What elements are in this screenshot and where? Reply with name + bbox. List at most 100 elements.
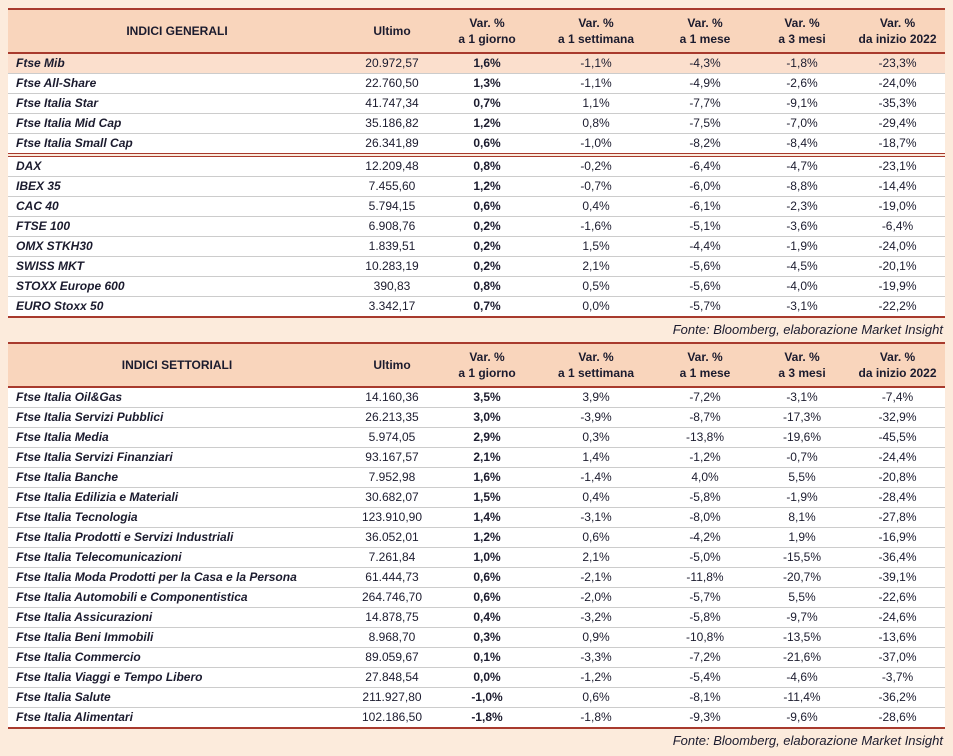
var-value: 3,9% xyxy=(536,387,656,408)
index-name: CAC 40 xyxy=(8,196,346,217)
index-name: Ftse Italia Servizi Finanziari xyxy=(8,447,346,468)
var-value: -2,3% xyxy=(754,196,850,217)
var-value: -4,2% xyxy=(656,527,754,548)
var-value: -13,6% xyxy=(850,627,945,648)
var-value: -22,2% xyxy=(850,296,945,318)
ultimo-value: 27.848,54 xyxy=(346,667,438,688)
table-row: Ftse Italia Alimentari 102.186,50 -1,8% -1,… xyxy=(8,707,945,729)
var-value: 0,3% xyxy=(536,427,656,448)
ultimo-value: 14.160,36 xyxy=(346,387,438,408)
table-title: INDICI GENERALI xyxy=(8,9,346,54)
ultimo-value: 20.972,57 xyxy=(346,53,438,74)
var-value: 1,2% xyxy=(438,113,536,134)
table-row: STOXX Europe 600 390,83 0,8% 0,5% -5,6% -4,0%… xyxy=(8,276,945,297)
var-value: 3,5% xyxy=(438,387,536,408)
var-value: -2,6% xyxy=(754,73,850,94)
var-value: -1,9% xyxy=(754,487,850,508)
ultimo-value: 7.261,84 xyxy=(346,547,438,568)
var-value: 0,6% xyxy=(438,567,536,588)
var-value: -22,6% xyxy=(850,587,945,608)
var-value: -20,1% xyxy=(850,256,945,277)
column-header-var: Var. % a 1 mese xyxy=(656,9,754,54)
var-value: 1,3% xyxy=(438,73,536,94)
index-name: Ftse Italia Automobili e Componentistica xyxy=(8,587,346,608)
var-value: 0,8% xyxy=(536,113,656,134)
ultimo-value: 93.167,57 xyxy=(346,447,438,468)
var-value: -3,1% xyxy=(536,507,656,528)
var-value: 1,9% xyxy=(754,527,850,548)
var-value: -3,1% xyxy=(754,296,850,318)
var-value: 2,1% xyxy=(438,447,536,468)
var-value: -5,7% xyxy=(656,296,754,318)
var-value: 0,7% xyxy=(438,296,536,318)
sector-indices-table: INDICI SETTORIALI Ultimo Var. % a 1 giorno… xyxy=(8,342,945,729)
index-name: DAX xyxy=(8,153,346,177)
var-value: -8,1% xyxy=(656,687,754,708)
table-row: Ftse Italia Automobili e Componentistica… xyxy=(8,587,945,608)
var-value: -10,8% xyxy=(656,627,754,648)
var-value: 0,6% xyxy=(438,196,536,217)
var-value: -16,9% xyxy=(850,527,945,548)
var-value: -5,6% xyxy=(656,256,754,277)
column-header-var: Var. % da inizio 2022 xyxy=(850,9,945,54)
var-value: -1,8% xyxy=(438,707,536,729)
table-title: INDICI SETTORIALI xyxy=(8,343,346,388)
var-value: 0,6% xyxy=(438,587,536,608)
var-value: -4,7% xyxy=(754,153,850,177)
var-value: 8,1% xyxy=(754,507,850,528)
column-header-var: Var. % a 1 mese xyxy=(656,343,754,388)
var-value: 2,1% xyxy=(536,547,656,568)
var-value: -9,6% xyxy=(754,707,850,729)
var-value: 0,8% xyxy=(438,276,536,297)
column-header-var: Var. % a 1 settimana xyxy=(536,9,656,54)
var-value: -24,0% xyxy=(850,73,945,94)
var-value: 2,9% xyxy=(438,427,536,448)
general-indices-table: INDICI GENERALI Ultimo Var. % a 1 giorno Va… xyxy=(8,8,945,318)
header-row: INDICI GENERALI Ultimo Var. % a 1 giorno Va… xyxy=(8,9,945,54)
var-value: -8,7% xyxy=(656,407,754,428)
var-value: -4,9% xyxy=(656,73,754,94)
var-value: -37,0% xyxy=(850,647,945,668)
table-row: Ftse Italia Moda Prodotti per la Casa e … xyxy=(8,567,945,588)
ultimo-value: 36.052,01 xyxy=(346,527,438,548)
column-header-var: Var. % a 1 settimana xyxy=(536,343,656,388)
table-row: DAX 12.209,48 0,8% -0,2% -6,4% -4,7% -23,1% xyxy=(8,153,945,177)
var-value: 5,5% xyxy=(754,587,850,608)
ultimo-value: 3.342,17 xyxy=(346,296,438,318)
table-row: IBEX 35 7.455,60 1,2% -0,7% -6,0% -8,8% -14,4% xyxy=(8,176,945,197)
var-value: 0,2% xyxy=(438,236,536,257)
var-value: 1,2% xyxy=(438,527,536,548)
var-value: 0,5% xyxy=(536,276,656,297)
var-value: 1,0% xyxy=(438,547,536,568)
var-value: -39,1% xyxy=(850,567,945,588)
var-value: -1,0% xyxy=(438,687,536,708)
table-row: Ftse Italia Star 41.747,34 0,7% 1,1% -7,7% -9… xyxy=(8,93,945,114)
var-value: -11,4% xyxy=(754,687,850,708)
index-name: Ftse Italia Media xyxy=(8,427,346,448)
var-value: 0,0% xyxy=(438,667,536,688)
var-value: -19,6% xyxy=(754,427,850,448)
var-value: -5,6% xyxy=(656,276,754,297)
var-value: -1,8% xyxy=(754,53,850,74)
var-value: -6,0% xyxy=(656,176,754,197)
ultimo-value: 7.455,60 xyxy=(346,176,438,197)
ultimo-value: 390,83 xyxy=(346,276,438,297)
var-value: 1,5% xyxy=(438,487,536,508)
var-value: -27,8% xyxy=(850,507,945,528)
index-name: Ftse Italia Salute xyxy=(8,687,346,708)
var-value: -24,4% xyxy=(850,447,945,468)
column-header-var: Var. % a 1 giorno xyxy=(438,9,536,54)
ultimo-value: 5.974,05 xyxy=(346,427,438,448)
ultimo-value: 7.952,98 xyxy=(346,467,438,488)
var-value: -8,0% xyxy=(656,507,754,528)
var-value: 0,8% xyxy=(438,153,536,177)
var-value: -5,4% xyxy=(656,667,754,688)
ultimo-value: 10.283,19 xyxy=(346,256,438,277)
index-name: Ftse Italia Mid Cap xyxy=(8,113,346,134)
var-value: -7,5% xyxy=(656,113,754,134)
var-value: -8,2% xyxy=(656,133,754,156)
ultimo-value: 1.839,51 xyxy=(346,236,438,257)
var-value: -5,8% xyxy=(656,607,754,628)
var-value: -4,0% xyxy=(754,276,850,297)
